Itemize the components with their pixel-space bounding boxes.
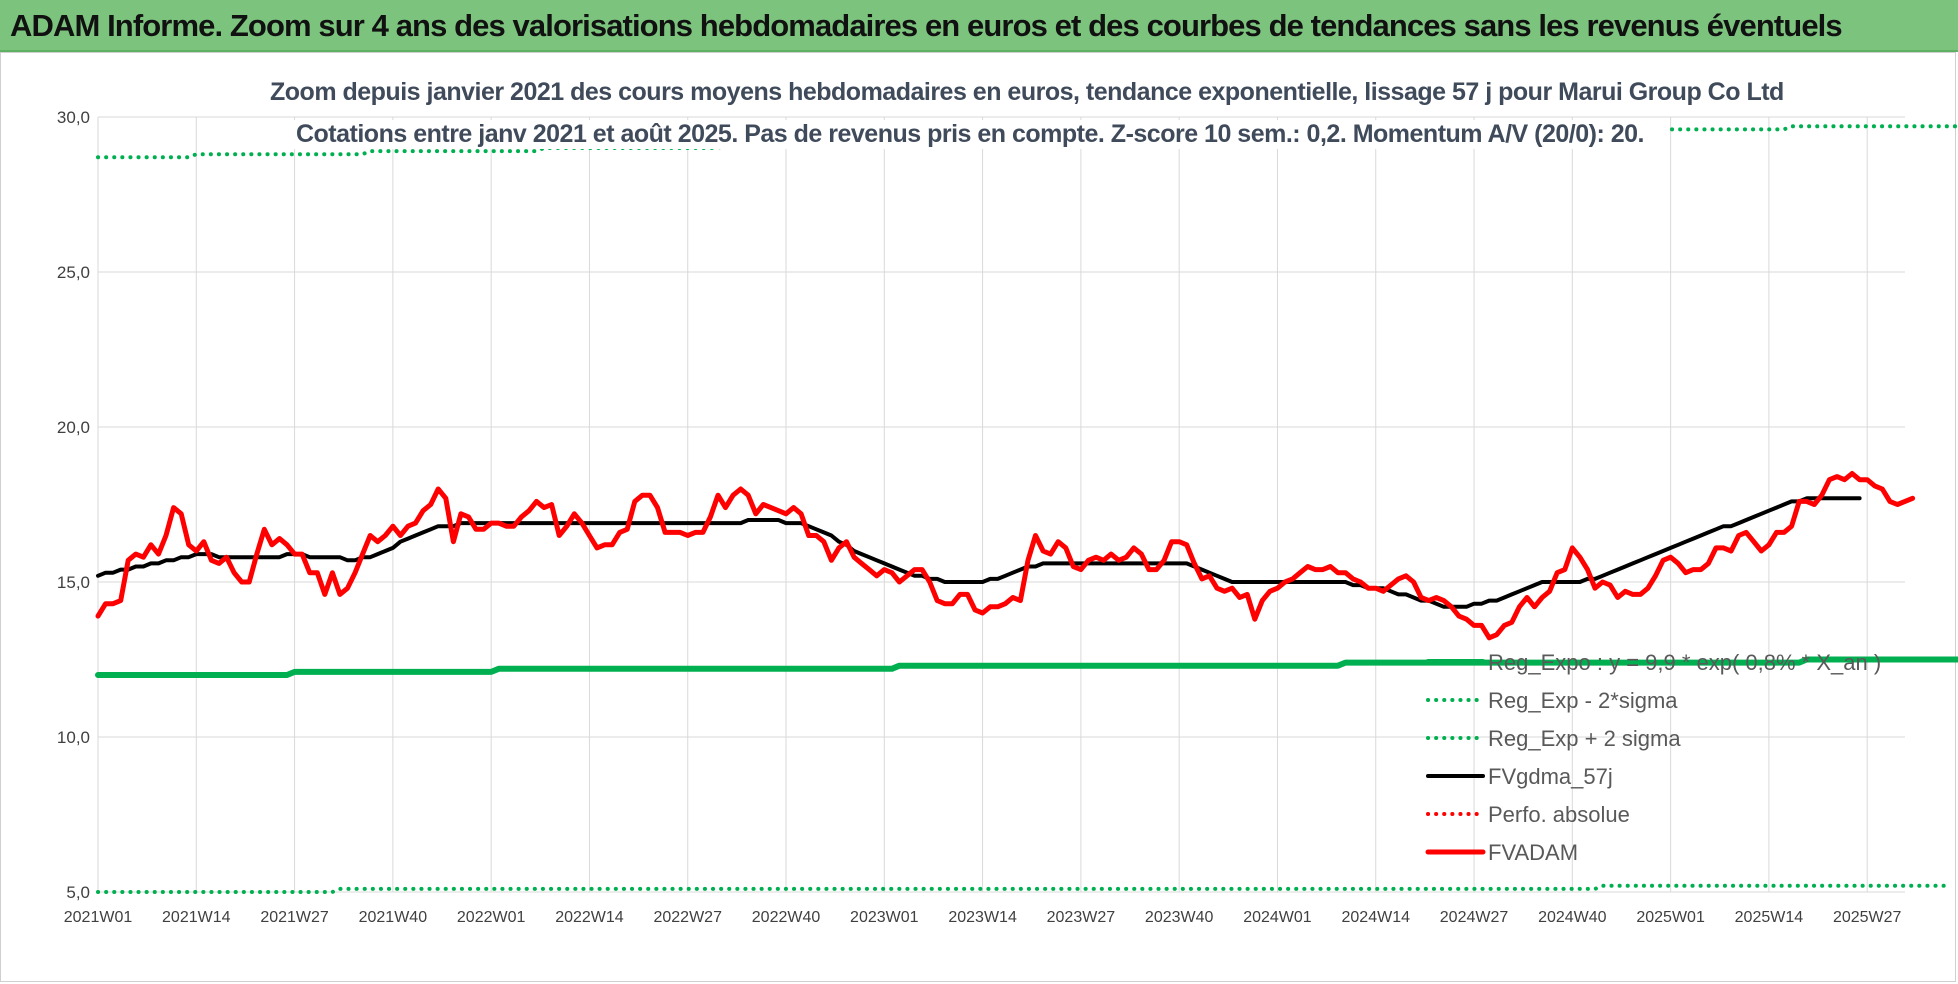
y-tick-label: 30,0 — [57, 108, 90, 127]
chart-subtitle: Cotations entre janv 2021 et août 2025. … — [270, 120, 1670, 149]
x-tick-label: 2021W40 — [359, 909, 428, 926]
series-line-reg-exp-2-sigma — [96, 883, 1953, 894]
x-axis-ticks: 2021W01 2021W14 2021W27 2021W40 2022W01 2022W… — [64, 909, 1902, 926]
x-tick-label: 2022W40 — [752, 909, 821, 926]
x-tick-label: 2024W27 — [1440, 909, 1509, 926]
chart-title: Zoom depuis janvier 2021 des cours moyen… — [270, 78, 1784, 107]
y-tick-label: 5,0 — [66, 883, 90, 902]
x-tick-label: 2024W01 — [1243, 909, 1312, 926]
x-tick-label: 2024W40 — [1538, 909, 1607, 926]
x-tick-label: 2021W27 — [260, 909, 329, 926]
x-tick-label: 2023W01 — [850, 909, 919, 926]
legend: Reg_Expo : y = 9,9 * exp( 0,8% * X_an ) R… — [1425, 650, 1881, 865]
x-tick-label: 2023W27 — [1047, 909, 1116, 926]
x-tick-label: 2025W27 — [1833, 909, 1902, 926]
legend-label: Perfo. absolue — [1488, 802, 1630, 827]
x-tick-label: 2023W40 — [1145, 909, 1214, 926]
chart-frame — [0, 52, 1956, 982]
y-axis-ticks: 5,0 10,0 15,0 20,0 25,0 30,0 — [57, 108, 90, 902]
series-line-fvgdma-57j — [96, 496, 1862, 609]
series-line-fvadam — [95, 471, 1916, 641]
legend-label: FVADAM — [1488, 840, 1578, 865]
x-tick-label: 2025W14 — [1735, 909, 1804, 926]
x-tick-label: 2022W14 — [555, 909, 624, 926]
gridlines — [97, 116, 1905, 893]
x-tick-label: 2023W14 — [948, 909, 1017, 926]
series-lines — [95, 124, 1958, 894]
legend-label: Reg_Exp - 2*sigma — [1488, 688, 1678, 713]
y-tick-label: 20,0 — [57, 418, 90, 437]
series-line-reg-expo-y-9-9-exp-0-8-x-an — [95, 656, 1958, 678]
legend-label: Reg_Exp + 2 sigma — [1488, 726, 1681, 751]
x-tick-label: 2024W14 — [1342, 909, 1411, 926]
x-tick-label: 2022W27 — [653, 909, 722, 926]
x-tick-label: 2021W01 — [64, 909, 133, 926]
legend-label: FVgdma_57j — [1488, 764, 1613, 789]
banner-title: ADAM Informe. Zoom sur 4 ans des valoris… — [10, 8, 1843, 43]
x-tick-label: 2022W01 — [457, 909, 526, 926]
y-tick-label: 25,0 — [57, 263, 90, 282]
x-tick-label: 2025W01 — [1636, 909, 1705, 926]
x-tick-label: 2021W14 — [162, 909, 231, 926]
y-tick-label: 15,0 — [57, 573, 90, 592]
legend-label: Reg_Expo : y = 9,9 * exp( 0,8% * X_an ) — [1488, 650, 1881, 675]
y-tick-label: 10,0 — [57, 728, 90, 747]
banner: ADAM Informe. Zoom sur 4 ans des valoris… — [0, 0, 1958, 52]
